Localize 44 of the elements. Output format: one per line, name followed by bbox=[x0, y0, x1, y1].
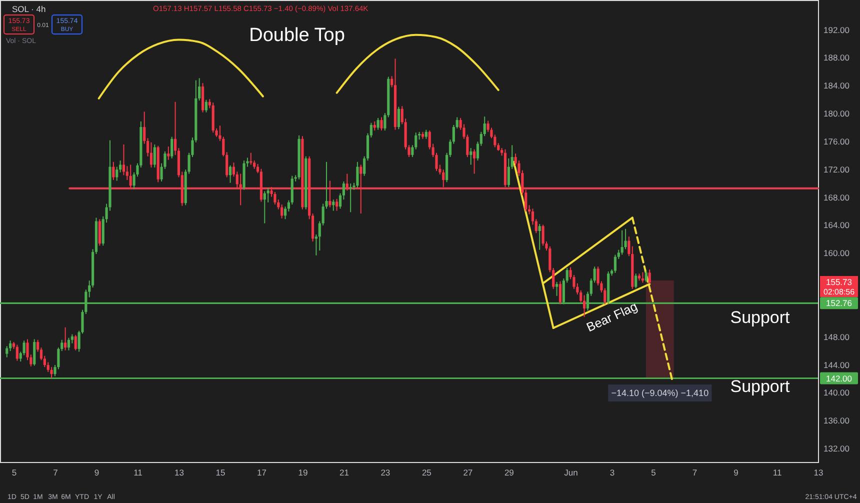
ref-line-label: 152.76 bbox=[826, 298, 852, 308]
text: 155.73 bbox=[826, 277, 852, 287]
x-tick-label: 11 bbox=[134, 468, 143, 478]
y-tick-label: 176.00 bbox=[824, 136, 850, 146]
x-tick-label: 13 bbox=[174, 468, 184, 478]
x-tick-label: 13 bbox=[814, 468, 824, 478]
text: 02:08:56 bbox=[823, 288, 856, 296]
data-label: −14.10 (−9.04%) −1,410 bbox=[611, 388, 709, 398]
annotation: Double Top bbox=[249, 25, 345, 46]
y-tick-label: 144.00 bbox=[824, 360, 850, 370]
x-tick-label: 5 bbox=[12, 468, 17, 478]
y-tick-label: 168.00 bbox=[824, 192, 850, 202]
x-tick-label: 15 bbox=[216, 468, 226, 478]
y-tick-label: 172.00 bbox=[824, 164, 850, 174]
ref-line-label: 142.00 bbox=[826, 373, 852, 384]
x-tick-label: 17 bbox=[256, 468, 267, 478]
x-tick-label: 9 bbox=[734, 468, 739, 478]
x-tick-label: 9 bbox=[94, 468, 100, 478]
y-tick-label: 164.00 bbox=[824, 220, 850, 230]
x-tick-label: 25 bbox=[422, 468, 432, 478]
y-tick-label: 132.00 bbox=[824, 444, 850, 454]
y-tick-label: 188.00 bbox=[824, 52, 850, 63]
annotation: Support bbox=[730, 308, 790, 327]
y-tick-label: 148.00 bbox=[824, 332, 850, 342]
y-tick-label: 136.00 bbox=[824, 416, 850, 426]
annotation: Bear Flag bbox=[584, 299, 640, 335]
x-tick-label: 19 bbox=[298, 468, 308, 478]
y-tick-label: 140.00 bbox=[824, 388, 850, 398]
x-tick-label: 3 bbox=[610, 468, 615, 478]
x-tick-label: 23 bbox=[380, 468, 390, 478]
x-tick-label: 29 bbox=[504, 468, 514, 478]
annotation: Support bbox=[730, 377, 790, 396]
x-tick-label: 21 bbox=[339, 468, 350, 478]
x-tick-label: Jun bbox=[564, 468, 578, 478]
y-tick-label: 184.00 bbox=[824, 80, 850, 91]
x-tick-label: 27 bbox=[463, 468, 473, 478]
x-tick-label: 7 bbox=[53, 468, 58, 478]
y-tick-label: 160.00 bbox=[824, 248, 850, 258]
y-tick-label: 180.00 bbox=[824, 108, 850, 119]
chart-title: SOL · 4h bbox=[12, 4, 46, 14]
x-tick-label: 11 bbox=[772, 468, 782, 478]
x-tick-label: 5 bbox=[651, 468, 656, 478]
x-tick-label: 7 bbox=[692, 468, 698, 478]
y-tick-label: 192.00 bbox=[824, 24, 850, 35]
